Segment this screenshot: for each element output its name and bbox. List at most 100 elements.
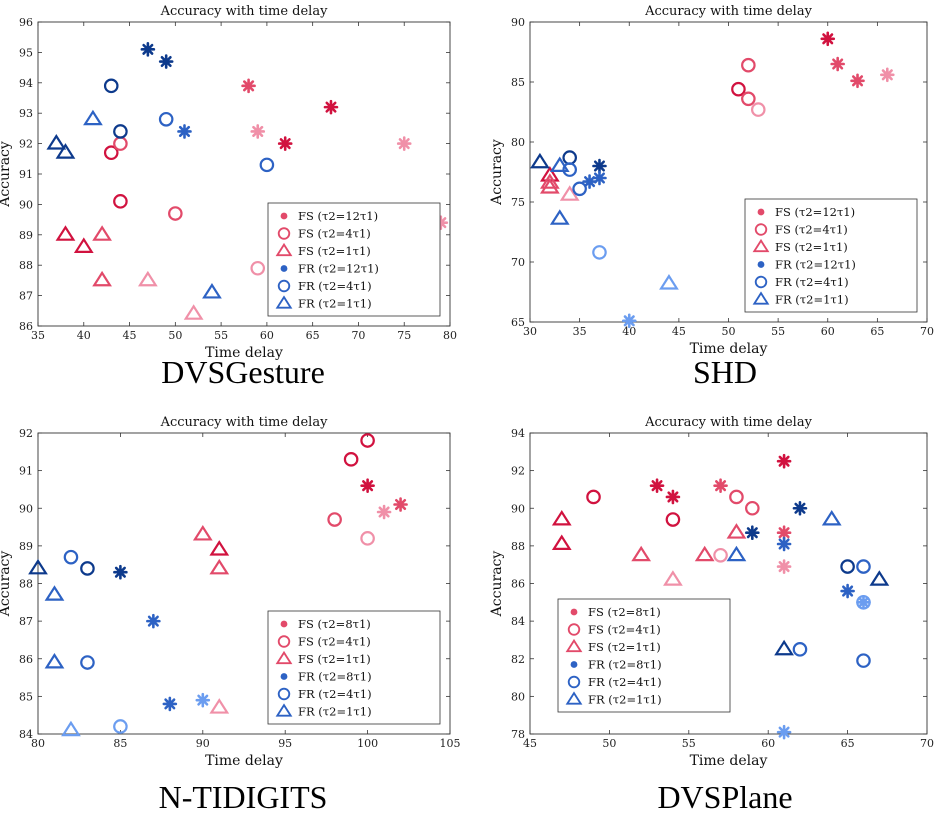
- data-point: [192, 525, 213, 541]
- legend-label: FR (τ2=1τ1): [588, 693, 662, 707]
- data-point: [592, 158, 607, 174]
- data-point: [259, 157, 275, 173]
- data-point: [745, 500, 760, 516]
- data-point: [55, 225, 76, 241]
- data-point: [649, 478, 665, 493]
- legend-marker: [275, 242, 293, 257]
- x-tick-label: 55: [771, 325, 785, 338]
- data-point: [92, 225, 112, 241]
- data-point: [856, 559, 871, 574]
- panel-caption: DVSPlane: [657, 779, 792, 815]
- legend-box: [267, 610, 441, 725]
- legend-label: FR (τ2=1τ1): [298, 705, 372, 719]
- data-point: [741, 91, 756, 107]
- data-point: [776, 724, 792, 740]
- data-point: [396, 136, 412, 151]
- data-point: [376, 504, 392, 520]
- y-axis-label: Accuracy: [0, 141, 13, 208]
- legend-label: FS (τ2=4τ1): [298, 227, 371, 241]
- data-point: [776, 536, 792, 552]
- x-tick-label: 105: [440, 737, 461, 750]
- legend-label: FS (τ2=4τ1): [298, 635, 371, 649]
- legend-label: FS (τ2=1τ1): [775, 240, 848, 254]
- x-tick-label: 70: [920, 325, 934, 338]
- y-tick-label: 82: [511, 653, 525, 666]
- legend-marker: [277, 635, 291, 648]
- legend-marker: [752, 238, 770, 253]
- legend-label: FS (τ2=12τ1): [775, 205, 855, 219]
- data-point: [850, 73, 865, 89]
- y-tick-label: 95: [19, 46, 33, 59]
- data-point: [840, 583, 855, 599]
- legend-label: FR (τ2=12τ1): [775, 258, 856, 272]
- data-point: [549, 209, 570, 225]
- y-tick-label: 90: [511, 502, 525, 515]
- data-point: [582, 174, 597, 189]
- x-tick-label: 45: [672, 325, 686, 338]
- chart-panel-4: 45 50 55 60 65 70 78 80 82 84 86 88 90 92 94 Accuracy w…: [489, 415, 934, 815]
- legend-marker: [280, 620, 288, 628]
- data-point: [113, 194, 128, 209]
- legend-marker: [275, 295, 293, 309]
- legend-marker: [754, 223, 768, 236]
- legend-label: FS (τ2=1τ1): [298, 652, 371, 666]
- y-tick-label: 92: [511, 465, 525, 478]
- data-point: [592, 170, 607, 186]
- legend-label: FR (τ2=1τ1): [298, 297, 372, 311]
- legend-box: [557, 598, 731, 713]
- legend-marker: [280, 265, 288, 272]
- x-tick-label: 35: [573, 325, 587, 338]
- legend-label: FS (τ2=1τ1): [298, 244, 371, 258]
- legend-marker: [565, 691, 583, 705]
- data-point: [137, 270, 158, 287]
- data-point: [433, 215, 449, 230]
- data-point: [562, 150, 577, 165]
- x-tick-label: 40: [77, 329, 91, 342]
- y-tick-label: 84: [511, 615, 525, 628]
- data-point: [158, 54, 174, 69]
- y-tick-label: 92: [19, 138, 33, 151]
- y-tick-label: 87: [19, 615, 33, 628]
- data-point: [277, 136, 293, 151]
- legend-marker: [565, 638, 583, 653]
- legend: FS (τ2=8τ1) FS (τ2=4τ1) FS (τ2=1τ1) FR (τ2=…: [267, 610, 441, 725]
- data-point: [113, 124, 128, 139]
- chart-title: Accuracy with time delay: [160, 415, 329, 430]
- legend-label: FR (τ2=1τ1): [775, 293, 849, 307]
- data-point: [209, 540, 230, 556]
- legend-label: FS (τ2=1τ1): [588, 640, 661, 654]
- y-tick-label: 90: [19, 198, 33, 211]
- data-point: [729, 489, 744, 505]
- legend: FS (τ2=8τ1) FS (τ2=4τ1) FS (τ2=1τ1) FR (τ2=…: [557, 598, 731, 713]
- data-point: [183, 304, 204, 320]
- legend-marker: [275, 650, 293, 665]
- data-point: [103, 145, 119, 161]
- data-point: [63, 549, 79, 565]
- y-tick-label: 86: [19, 320, 33, 333]
- legend-marker: [277, 687, 291, 701]
- legend-label: FR (τ2=4τ1): [298, 687, 372, 701]
- legend-label: FS (τ2=12τ1): [298, 209, 378, 223]
- data-point: [360, 433, 375, 448]
- data-point: [572, 181, 587, 197]
- y-tick-label: 90: [511, 16, 525, 29]
- x-tick-label: 50: [602, 737, 616, 750]
- x-tick-label: 65: [841, 737, 855, 750]
- data-point: [549, 156, 570, 172]
- x-tick-label: 50: [168, 329, 182, 342]
- data-point: [592, 245, 607, 260]
- data-point: [44, 652, 65, 669]
- y-tick-label: 88: [19, 578, 33, 591]
- data-point: [46, 134, 67, 150]
- legend-marker: [567, 675, 581, 689]
- data-point: [158, 111, 174, 127]
- x-tick-label: 70: [351, 329, 365, 342]
- data-point: [80, 655, 95, 670]
- x-tick-label: 45: [123, 329, 137, 342]
- legend-marker: [757, 208, 765, 216]
- y-tick-label: 90: [19, 502, 33, 515]
- data-point: [726, 523, 747, 539]
- data-point: [113, 719, 128, 734]
- x-tick-label: 80: [31, 737, 45, 750]
